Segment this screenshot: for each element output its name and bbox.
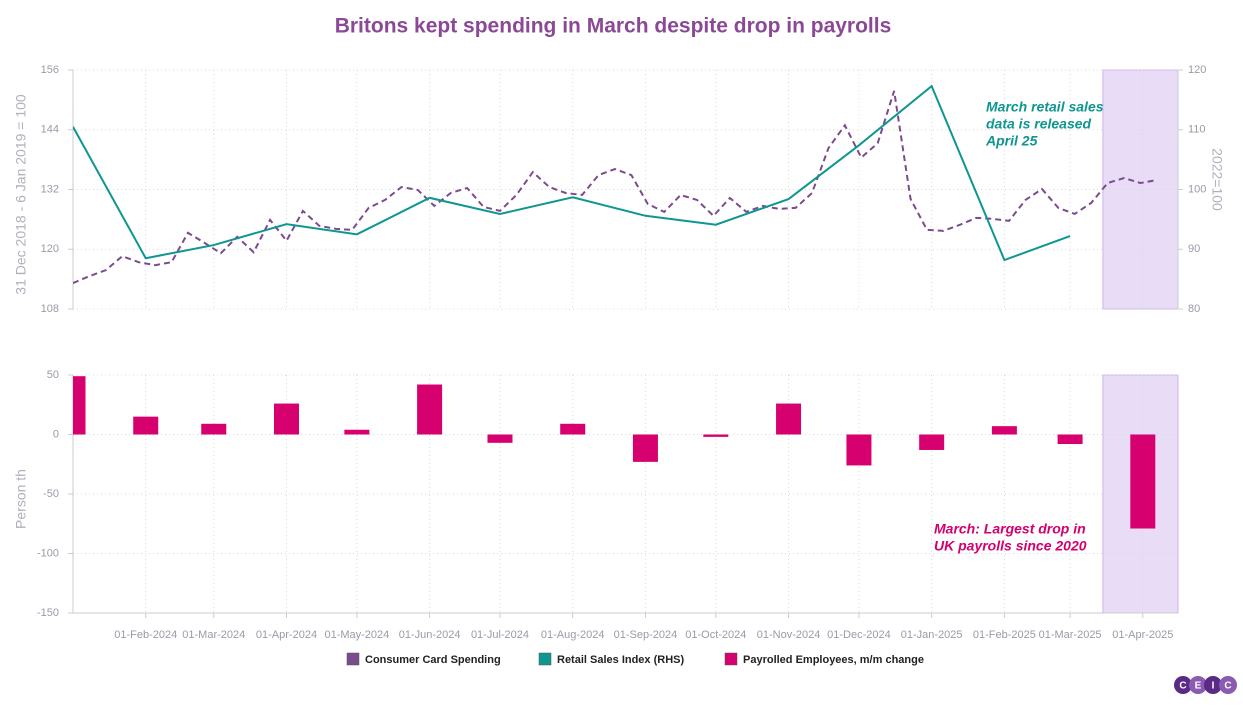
bar xyxy=(417,384,443,435)
x-tick-label: 01-Oct-2024 xyxy=(685,629,746,641)
y-axis-label: Person th xyxy=(13,469,29,529)
annotation: data is released xyxy=(986,116,1092,132)
y2-tick-label: 120 xyxy=(1188,64,1206,76)
logo-letter: E xyxy=(1195,681,1202,692)
y-tick-label: 120 xyxy=(41,243,59,255)
x-tick-label: 01-Mar-2024 xyxy=(182,629,245,641)
plot-area xyxy=(73,84,1158,285)
y-tick-label: 132 xyxy=(41,183,59,195)
bar xyxy=(487,434,513,443)
y-tick-label: 108 xyxy=(41,303,59,315)
chart-title: Britons kept spending in March despite d… xyxy=(335,15,892,38)
x-tick-label: 01-Apr-2024 xyxy=(256,629,317,641)
logo-circle xyxy=(1219,676,1237,694)
annotation: UK payrolls since 2020 xyxy=(934,538,1087,554)
logo-circle xyxy=(1189,676,1207,694)
y-tick-label: -100 xyxy=(37,547,59,559)
annotation: March: Largest drop in xyxy=(934,521,1086,537)
logo-circle xyxy=(1204,676,1222,694)
x-tick-label: 01-Apr-2025 xyxy=(1112,629,1173,641)
bar xyxy=(133,416,159,435)
y-axis-label: 31 Dec 2018 - 6 Jan 2019 = 100 xyxy=(13,94,29,295)
highlight-band xyxy=(1102,69,1179,310)
bar xyxy=(73,376,86,435)
x-tick-label: 01-Jan-2025 xyxy=(901,629,963,641)
logo-letter: I xyxy=(1212,681,1215,692)
y-tick-label: 156 xyxy=(41,64,59,76)
x-tick-label: 01-Sep-2024 xyxy=(614,629,678,641)
y-tick-label: 50 xyxy=(47,369,59,381)
x-tick-label: 01-Jun-2024 xyxy=(399,629,461,641)
bar xyxy=(273,403,299,435)
line-series xyxy=(73,90,1158,285)
bar xyxy=(560,423,586,435)
bar xyxy=(776,403,802,435)
x-tick-label: 01-May-2024 xyxy=(324,629,389,641)
plot-area xyxy=(73,376,1156,529)
logo-circle xyxy=(1174,676,1192,694)
x-tick-label: 01-Mar-2025 xyxy=(1039,629,1102,641)
logo-letter: C xyxy=(1179,681,1186,692)
annotation: March retail sales xyxy=(986,99,1104,115)
y-tick-label: 0 xyxy=(53,428,59,440)
x-tick-label: 01-Dec-2024 xyxy=(827,629,891,641)
logo-letter: C xyxy=(1224,681,1231,692)
x-tick-label: 01-Feb-2024 xyxy=(114,629,177,641)
y2-tick-label: 80 xyxy=(1188,303,1200,315)
legend-swatch xyxy=(538,652,552,666)
annotation: April 25 xyxy=(985,133,1038,149)
bar xyxy=(1130,434,1156,529)
legend-swatch xyxy=(724,652,738,666)
y-tick-label: 144 xyxy=(41,124,59,136)
y-tick-label: -50 xyxy=(43,488,59,500)
x-tick-label: 01-Nov-2024 xyxy=(757,629,821,641)
legend-label: Consumer Card Spending xyxy=(365,654,501,666)
y2-axis-label: 2022=100 xyxy=(1209,148,1225,211)
x-tick-label: 01-Feb-2025 xyxy=(973,629,1036,641)
x-tick-label: 01-Aug-2024 xyxy=(541,629,605,641)
bar xyxy=(344,429,370,435)
y2-tick-label: 90 xyxy=(1188,243,1200,255)
bar xyxy=(703,434,729,437)
bar xyxy=(919,434,945,450)
y2-tick-label: 100 xyxy=(1188,183,1206,195)
legend-swatch xyxy=(346,652,360,666)
line-series xyxy=(73,84,1071,262)
x-tick-label: 01-Jul-2024 xyxy=(471,629,529,641)
bar xyxy=(991,426,1017,435)
y2-tick-label: 110 xyxy=(1188,124,1206,136)
bar xyxy=(632,434,658,462)
y-tick-label: -150 xyxy=(37,607,59,619)
legend-label: Payrolled Employees, m/m change xyxy=(743,654,924,666)
legend-label: Retail Sales Index (RHS) xyxy=(557,654,684,666)
bar xyxy=(201,423,227,435)
bar xyxy=(1057,434,1083,445)
bar xyxy=(846,434,872,466)
